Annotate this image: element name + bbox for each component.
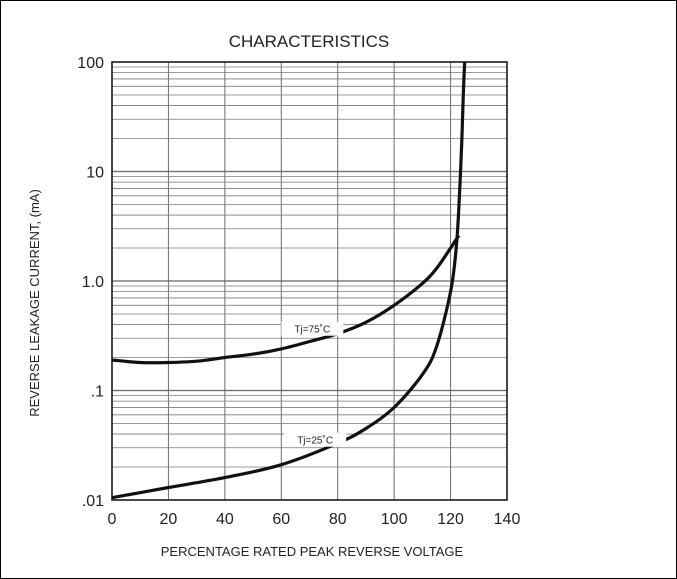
y-axis-label: REVERSE LEAKAGE CURRENT, (mA) [27,189,42,417]
x-tick-label: 100 [381,511,408,528]
curve-tj-75c [111,234,461,365]
plot-area-border [111,61,508,501]
series-label-tj-75c: Tj=75˚C [294,324,330,336]
curve-tj-25c [111,61,467,500]
y-tick-label: 10 [86,165,104,182]
x-tick-label: 40 [216,511,234,528]
x-tick-label: 60 [272,511,290,528]
series-label-tj-25c: Tj=25˚C [297,435,333,447]
x-tick-label: 0 [108,511,117,528]
y-axis-ticks: .01 .1 1.0 10 100 [77,55,104,510]
series-labels: Tj=75˚C Tj=25˚C [281,321,347,447]
curves [111,61,467,500]
x-tick-label: 80 [329,511,347,528]
x-tick-label: 140 [494,511,521,528]
x-axis-label: PERCENTAGE RATED PEAK REVERSE VOLTAGE [161,544,464,559]
series-label-background [284,432,347,447]
chart-title: CHARACTERISTICS [229,32,390,51]
x-tick-label: 20 [160,511,178,528]
x-axis-ticks: 0 20 40 60 80 100 120 140 [108,511,521,528]
y-tick-label: 1.0 [82,274,104,291]
series-label-background [281,321,344,336]
x-tick-label: 120 [437,511,464,528]
y-tick-label: 100 [77,55,104,72]
y-tick-label: .01 [82,493,104,510]
y-tick-label: .1 [91,384,104,401]
